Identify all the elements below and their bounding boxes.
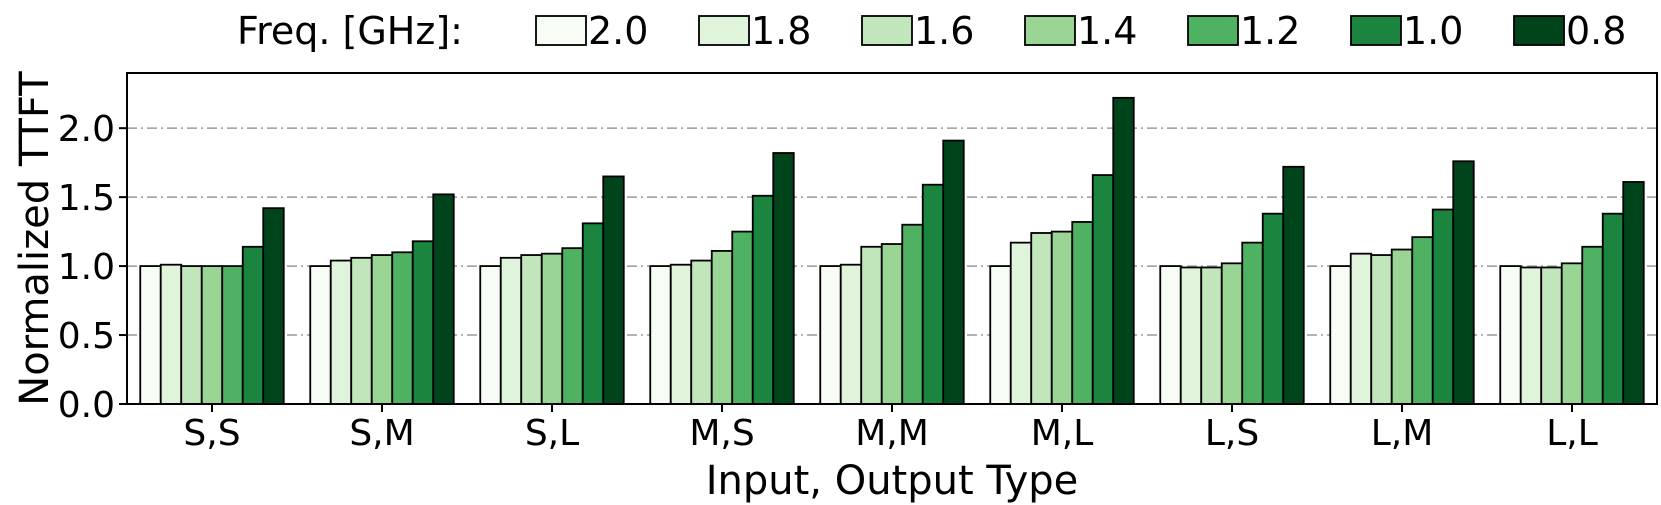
bar xyxy=(1581,245,1604,405)
legend-label: 0.8 xyxy=(1566,9,1626,53)
bar xyxy=(1220,262,1244,405)
bar xyxy=(350,256,373,405)
bar xyxy=(1200,266,1223,405)
bar xyxy=(391,251,414,405)
bar xyxy=(262,207,285,405)
x-tick-label: M,L xyxy=(1031,413,1094,454)
bar xyxy=(751,194,775,405)
y-tick-label: 1.5 xyxy=(58,178,115,219)
bar xyxy=(1452,160,1475,405)
bar xyxy=(581,222,605,405)
legend-label: 1.0 xyxy=(1403,9,1463,53)
bar xyxy=(921,183,945,405)
legend-swatch xyxy=(535,15,587,46)
bar xyxy=(649,265,672,405)
bar xyxy=(370,254,394,405)
y-tick-label: 0.0 xyxy=(58,385,115,426)
legend-swatch xyxy=(1513,15,1565,46)
legend-swatch xyxy=(1350,15,1402,46)
bar xyxy=(710,250,734,405)
bar xyxy=(1159,265,1182,405)
legend-title: Freq. [GHz]: xyxy=(237,9,463,53)
bar xyxy=(1071,221,1094,405)
bar xyxy=(1601,212,1625,405)
bar xyxy=(1050,230,1074,405)
bar xyxy=(561,247,584,405)
bar xyxy=(1179,266,1203,405)
legend-label: 1.4 xyxy=(1077,9,1137,53)
bar xyxy=(942,139,965,405)
bar xyxy=(159,263,183,405)
x-tick-label: S,S xyxy=(183,413,240,454)
legend-label: 1.8 xyxy=(751,9,811,53)
bar xyxy=(1622,181,1645,405)
x-tick-label: S,L xyxy=(525,413,579,454)
bar xyxy=(180,265,203,405)
bar xyxy=(329,259,353,405)
bar xyxy=(860,245,883,405)
legend-label: 1.6 xyxy=(914,9,974,53)
bar xyxy=(411,240,435,405)
bar xyxy=(200,265,224,405)
legend-swatch xyxy=(1024,15,1076,46)
x-tick-label: S,M xyxy=(349,413,414,454)
bar xyxy=(669,263,693,405)
legend-swatch xyxy=(861,15,913,46)
bar xyxy=(819,265,842,405)
y-axis: 0.0 0.5 1.0 1.5 2.0 xyxy=(58,109,127,426)
bar xyxy=(241,245,265,405)
legend-swatch xyxy=(698,15,750,46)
bar xyxy=(432,193,455,405)
bar xyxy=(221,265,244,405)
bar xyxy=(139,265,162,405)
y-tick-label: 0.5 xyxy=(58,316,115,357)
bar xyxy=(1519,266,1543,405)
bar xyxy=(499,256,523,405)
x-axis-label: Input, Output Type xyxy=(706,458,1079,504)
bar xyxy=(1329,265,1352,405)
bar xyxy=(1411,236,1434,405)
bar xyxy=(839,263,863,405)
bar xyxy=(1241,241,1264,405)
bar xyxy=(520,254,543,405)
bar xyxy=(1091,174,1115,405)
y-axis-label: Normalized TTFT xyxy=(12,71,58,406)
bar xyxy=(1370,254,1393,405)
bar xyxy=(880,243,904,405)
bar xyxy=(1499,265,1522,405)
bar xyxy=(1009,241,1033,405)
x-tick-label: M,M xyxy=(855,413,929,454)
bar xyxy=(731,230,754,405)
bar xyxy=(1431,208,1455,405)
bar xyxy=(1560,262,1584,405)
x-axis: S,S S,M S,L M,S M,M M,L L,S L,M L,L xyxy=(183,404,1598,454)
bars xyxy=(139,96,1645,405)
bar xyxy=(1112,96,1135,405)
legend: Freq. [GHz]: 2.0 1.8 1.6 1.4 1.2 1.0 0.8 xyxy=(237,9,1626,53)
x-tick-label: L,S xyxy=(1205,413,1259,454)
legend-swatch xyxy=(1187,15,1239,46)
bar xyxy=(989,265,1012,405)
x-tick-label: M,S xyxy=(689,413,754,454)
bar xyxy=(1282,165,1305,405)
bar xyxy=(1261,212,1285,405)
legend-label: 1.2 xyxy=(1240,9,1300,53)
bar xyxy=(602,175,625,405)
x-tick-label: L,L xyxy=(1546,413,1598,454)
legend-label: 2.0 xyxy=(588,9,648,53)
bar xyxy=(690,259,713,405)
bar xyxy=(1540,266,1563,405)
y-tick-label: 2.0 xyxy=(58,109,115,150)
x-tick-label: L,M xyxy=(1371,413,1434,454)
y-tick-label: 1.0 xyxy=(58,247,115,288)
bar xyxy=(479,265,502,405)
bar xyxy=(309,265,332,405)
bar xyxy=(1030,232,1053,405)
bar xyxy=(901,223,924,405)
bar xyxy=(540,252,564,405)
bar xyxy=(772,152,795,405)
bar xyxy=(1390,248,1414,405)
bar xyxy=(1349,252,1373,405)
